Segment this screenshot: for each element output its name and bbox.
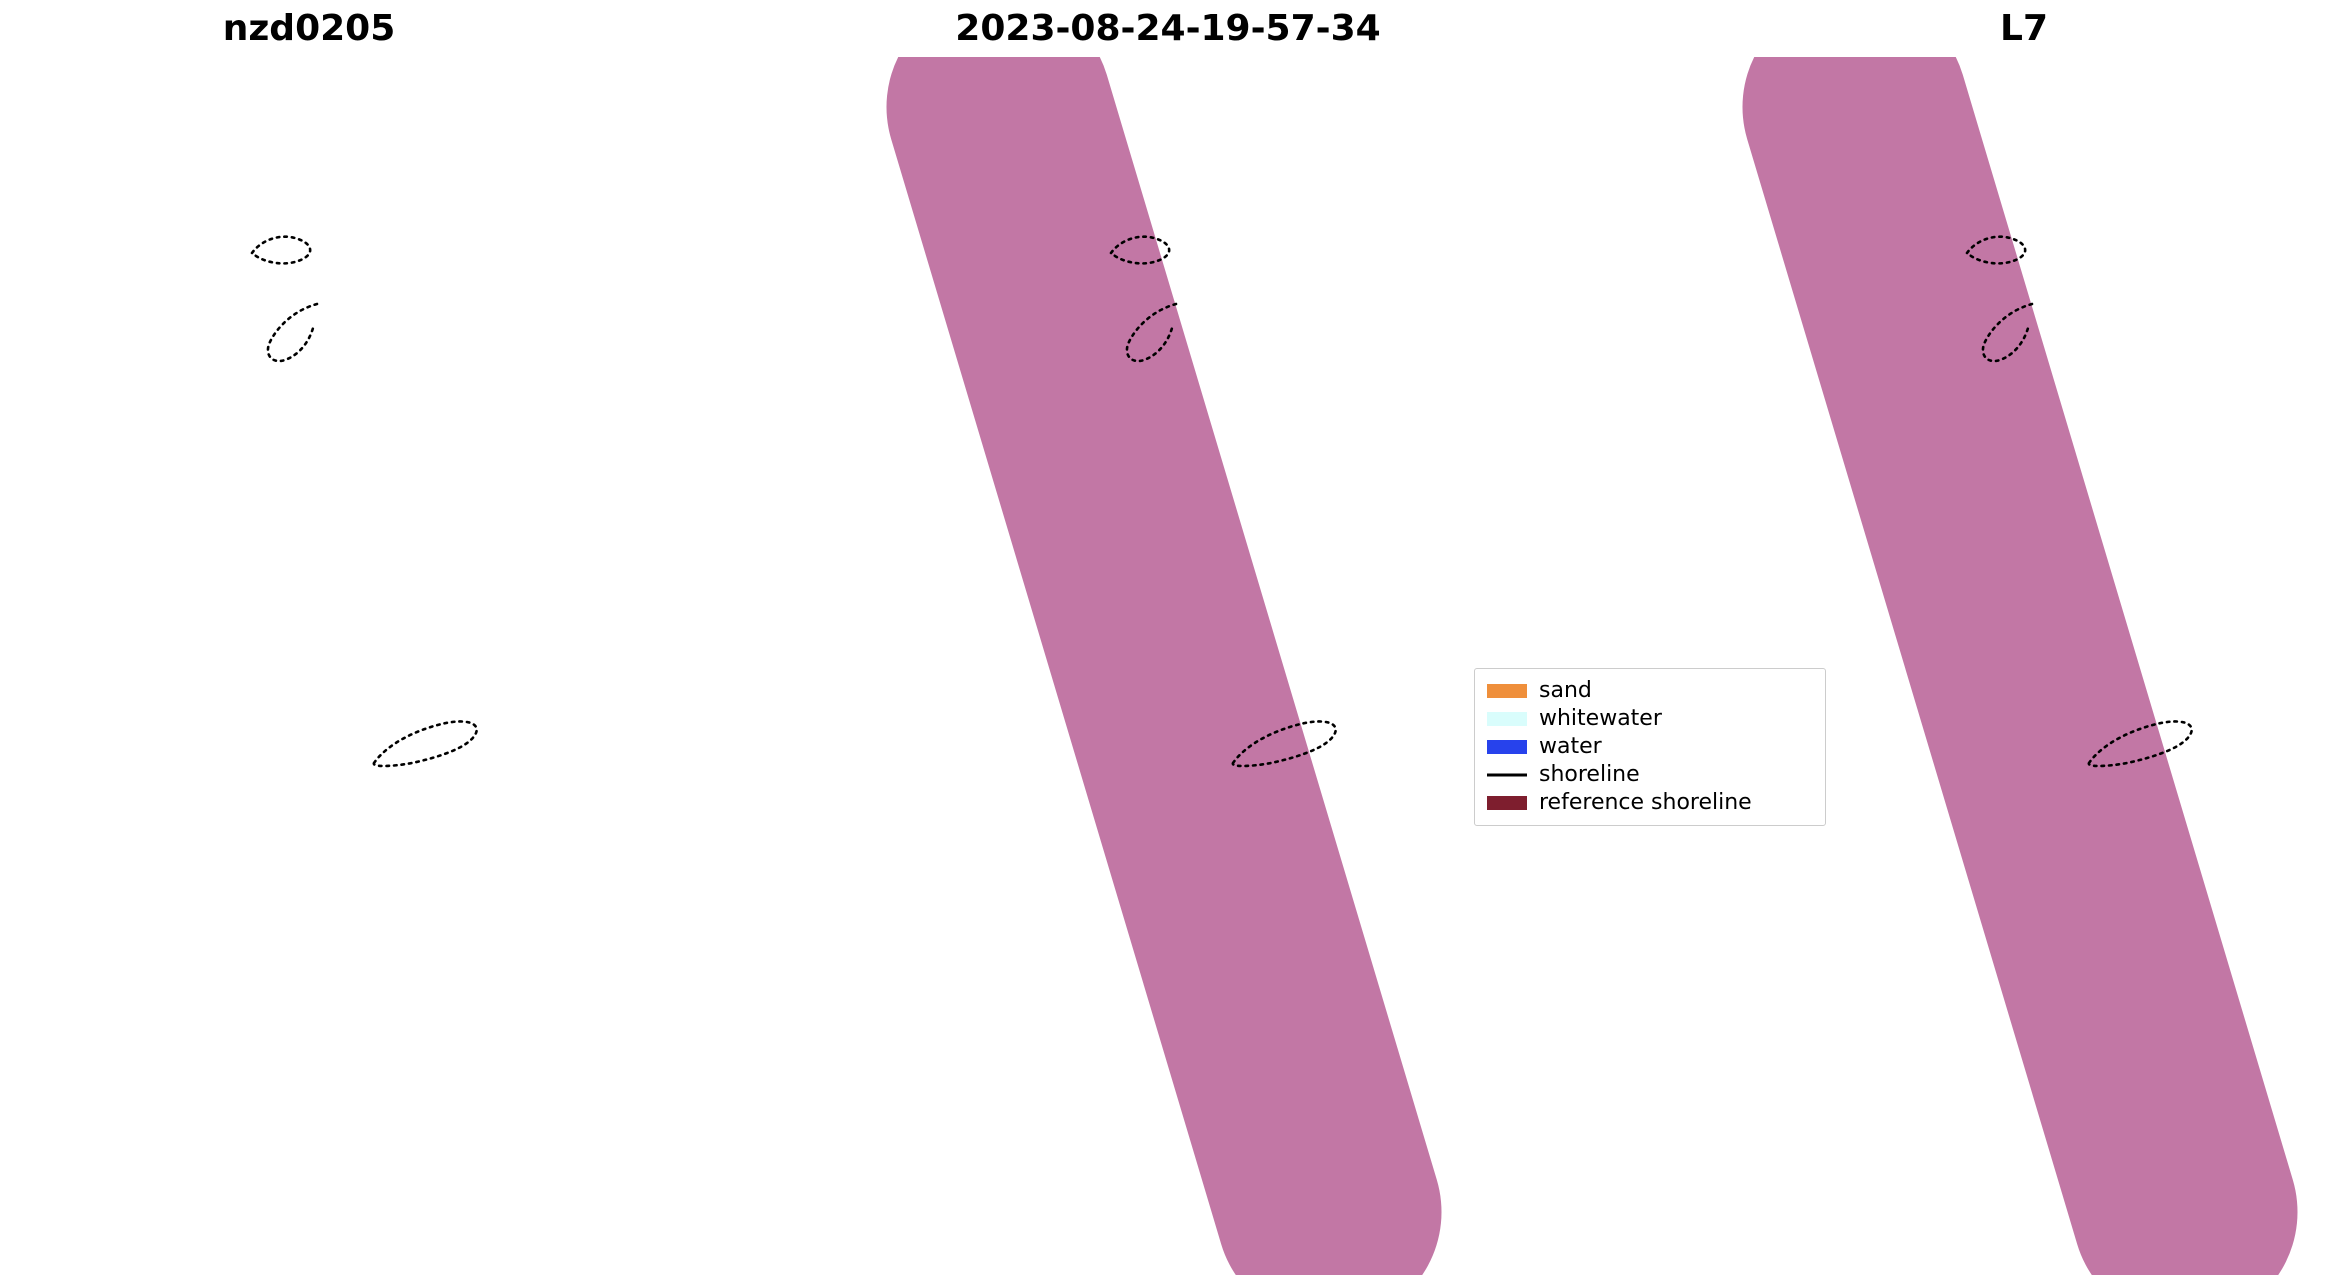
legend-label-whitewater: whitewater xyxy=(1539,708,1662,730)
panel-falsecolor-image xyxy=(1727,57,2322,1275)
whitewater-streaks xyxy=(886,1063,1166,1271)
reference-shoreline-swatch xyxy=(1487,796,1527,810)
panel-title-date: 2023-08-24-19-57-34 xyxy=(955,8,1380,49)
water-swatch xyxy=(1487,740,1527,754)
panel-rgb-image xyxy=(12,57,607,1275)
legend-item-water: water xyxy=(1485,733,1815,761)
panel-title-satellite: L7 xyxy=(2000,8,2048,49)
reference-shoreline-buffer xyxy=(886,57,1442,1275)
legend-item-reference-shoreline: reference shoreline xyxy=(1485,789,1815,817)
cloud-mask-hole xyxy=(16,656,264,787)
panel-title-sitename: nzd0205 xyxy=(223,8,396,49)
legend-label-water: water xyxy=(1539,736,1602,758)
reference-shoreline-buffer xyxy=(1742,57,2298,1275)
legend-item-sand: sand xyxy=(1485,677,1815,705)
legend-item-whitewater: whitewater xyxy=(1485,705,1815,733)
shoreline-contour xyxy=(250,235,478,768)
sand-patches xyxy=(883,1115,1211,1269)
sand-swatch xyxy=(1487,684,1527,698)
legend-label-shoreline: shoreline xyxy=(1539,764,1640,786)
whitewater-swatch xyxy=(1487,712,1527,726)
legend-label-reference-shoreline: reference shoreline xyxy=(1539,792,1752,814)
legend-item-shoreline: shoreline xyxy=(1485,761,1815,789)
panel-classification xyxy=(871,57,1466,1275)
rgb-satellite-bands xyxy=(12,57,607,1275)
legend-label-sand: sand xyxy=(1539,680,1592,702)
legend-box: sand whitewater water shoreline referenc… xyxy=(1474,668,1826,826)
shoreline-line-swatch xyxy=(1487,773,1527,777)
